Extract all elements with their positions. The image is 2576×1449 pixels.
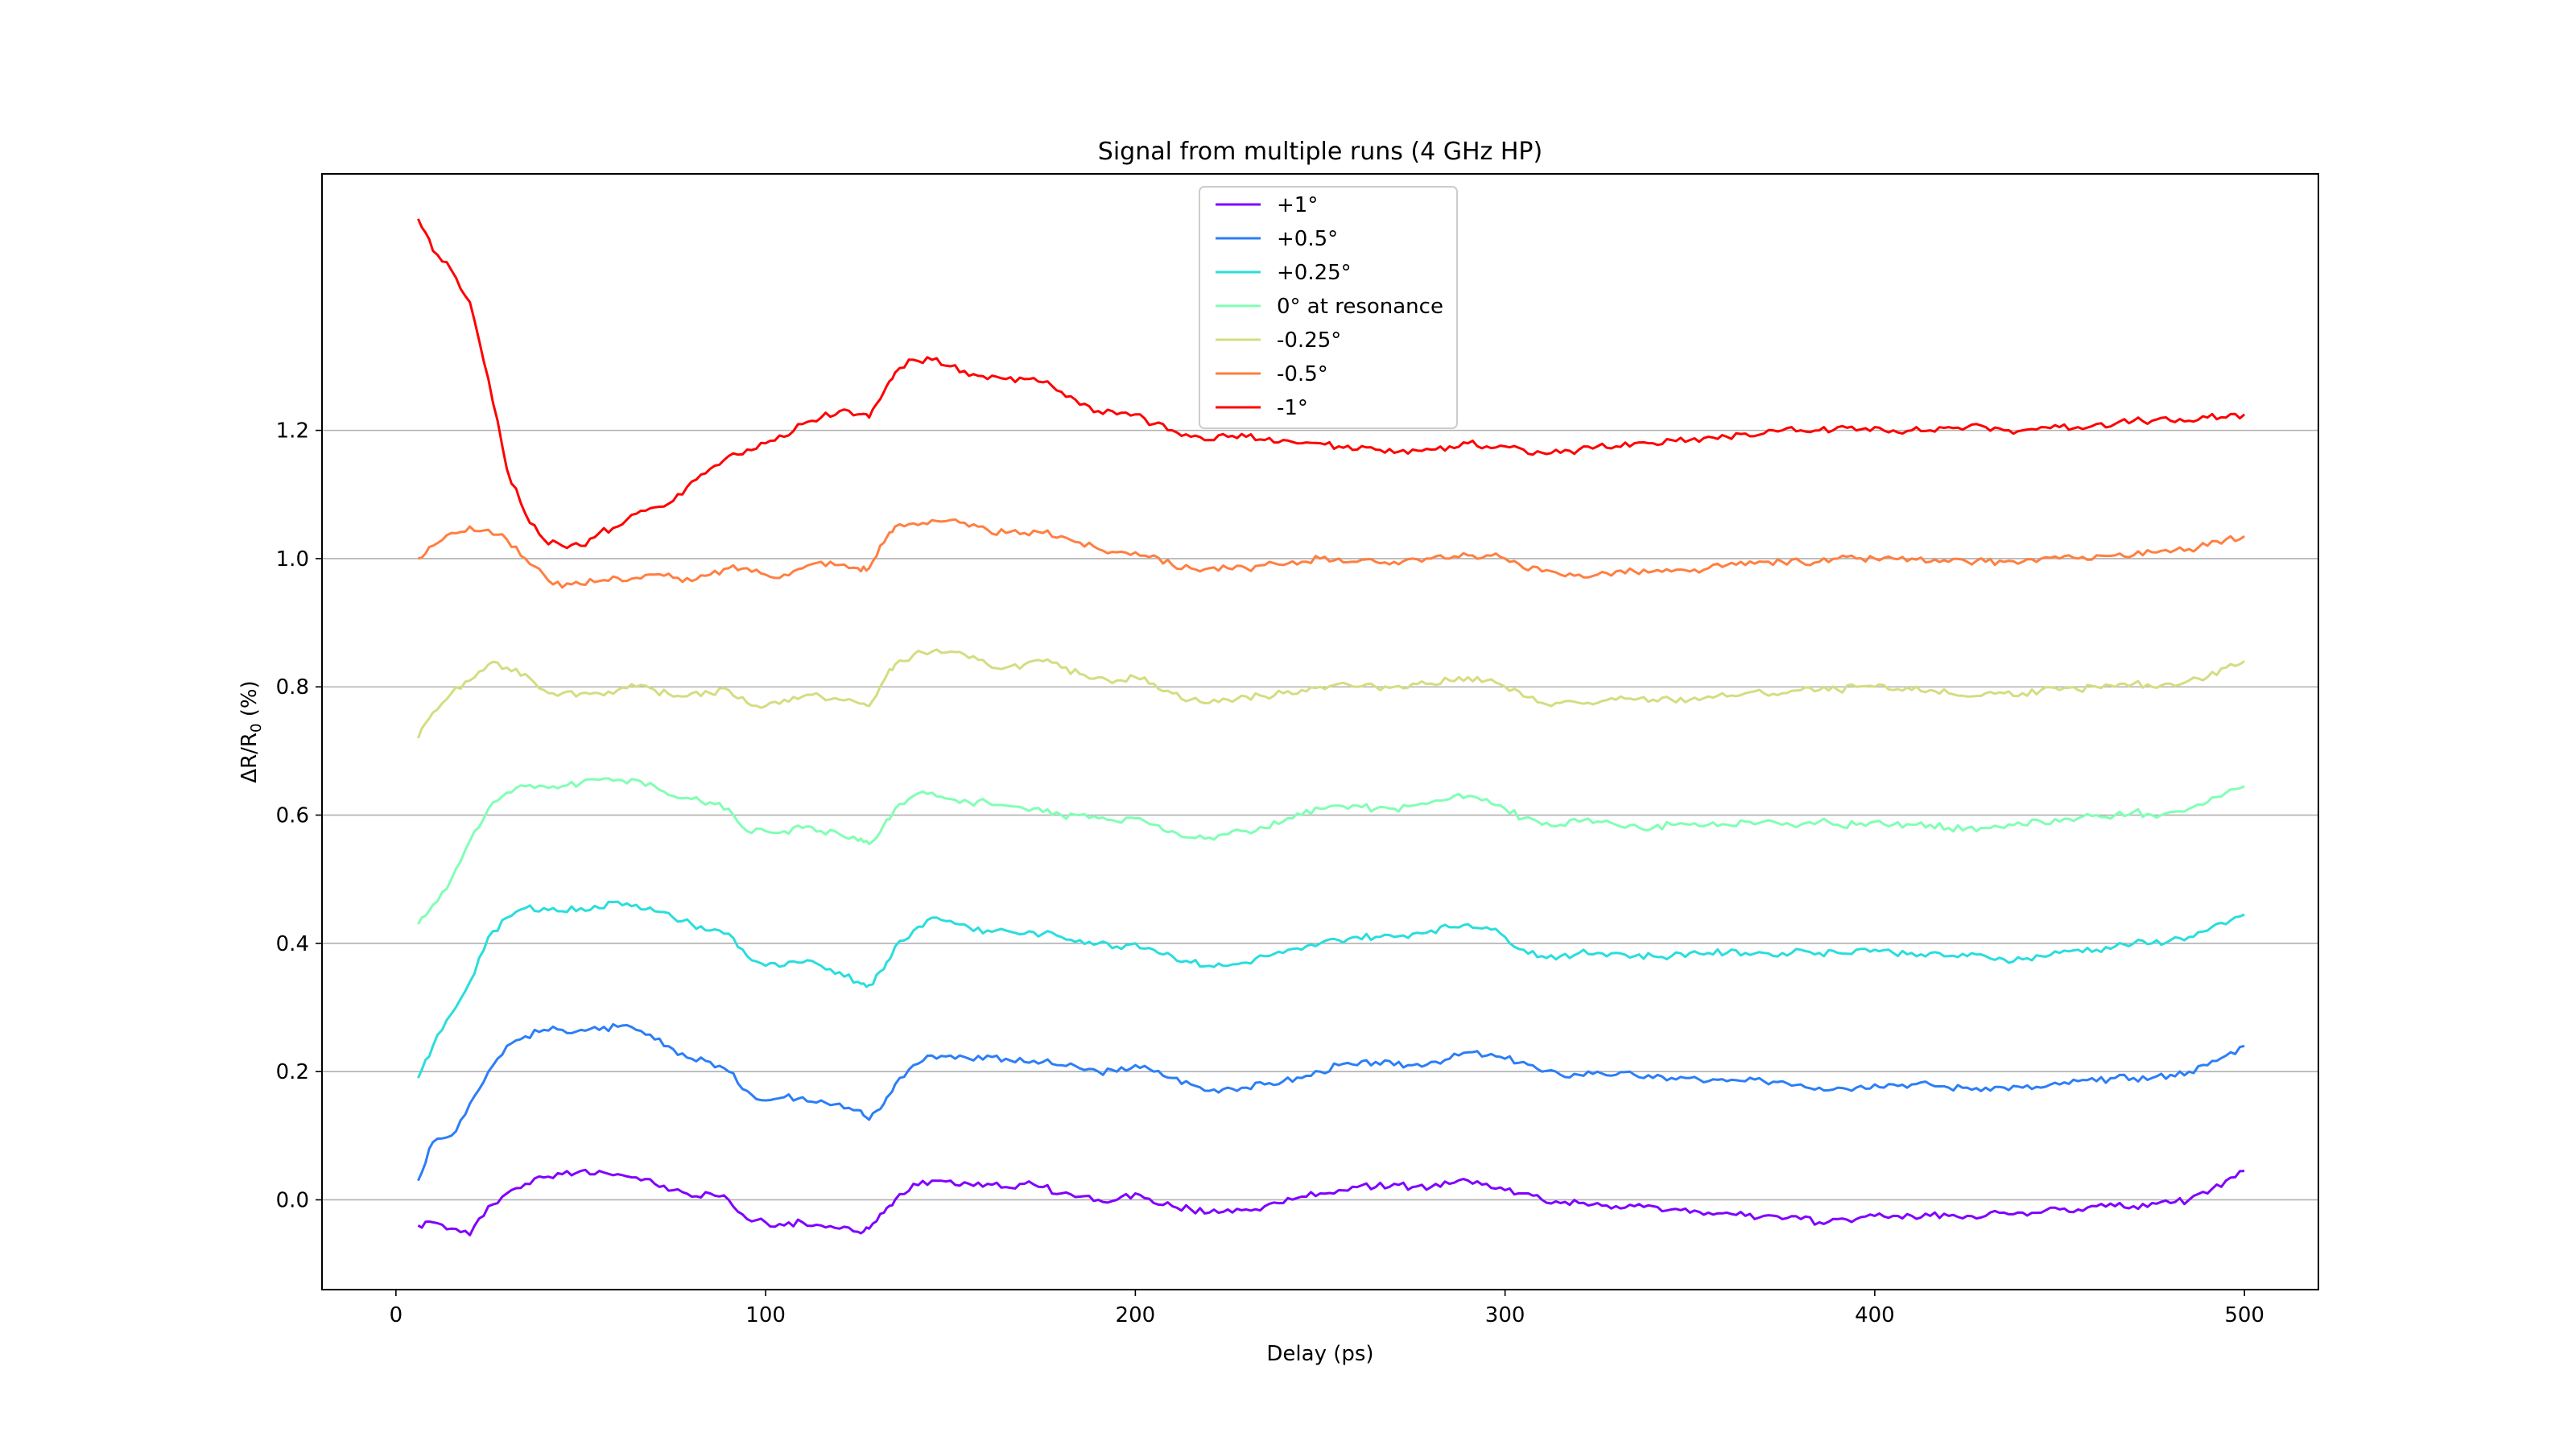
legend-label: 0° at resonance [1277,295,1443,319]
y-tick-label: 1.0 [276,547,309,572]
legend-label: -0.5° [1277,362,1328,386]
x-tick-label: 500 [2224,1303,2264,1327]
x-tick-label: 200 [1116,1303,1156,1327]
series-line-2 [417,900,2245,1079]
series-lines [416,218,2246,1236]
legend-label: +0.25° [1277,261,1352,285]
series-line-5 [417,518,2245,589]
x-tick-label: 400 [1855,1303,1895,1327]
plot-frame [321,173,2319,1290]
y-tick-label: 0.8 [276,675,309,700]
y-tick-label: 0.4 [276,932,309,956]
legend-label: -0.25° [1277,328,1341,353]
series-line-0 [417,1168,2245,1236]
y-axis-label: ΔR/R0 (%) [237,680,265,782]
series-line-1 [417,1022,2245,1182]
x-tick-label: 100 [745,1303,786,1327]
legend: +1° +0.5° +0.25° 0° at resonance -0.25° -0.5°… [1199,186,1458,429]
y-tick-label: 1.2 [276,419,309,444]
x-tick-label: 300 [1485,1303,1525,1327]
chart-title: Signal from multiple runs (4 GHz HP) [1098,138,1542,166]
series-line-4 [416,648,2245,739]
x-axis-label: Delay (ps) [1266,1342,1373,1366]
series-line-3 [417,777,2245,925]
series-line-6 [417,218,2246,550]
y-tick-label: 0.0 [276,1188,309,1212]
y-axis-label-unit: (%) [237,680,262,723]
y-axis-label-subscript: 0 [248,724,265,733]
x-axis: 0 100 200 300 400 500 [390,1290,2264,1327]
y-tick-label: 0.2 [276,1060,309,1084]
legend-label: -1° [1277,396,1308,420]
y-axis-label-main: ΔR/R [237,733,262,783]
y-axis: 0.0 0.2 0.4 0.6 0.8 1.0 1.2 [276,419,322,1212]
legend-label: +1° [1277,193,1318,217]
y-tick-label: 0.6 [276,804,309,828]
legend-box [1199,186,1458,429]
legend-label: +0.5° [1277,227,1338,251]
x-tick-label: 0 [390,1303,403,1327]
